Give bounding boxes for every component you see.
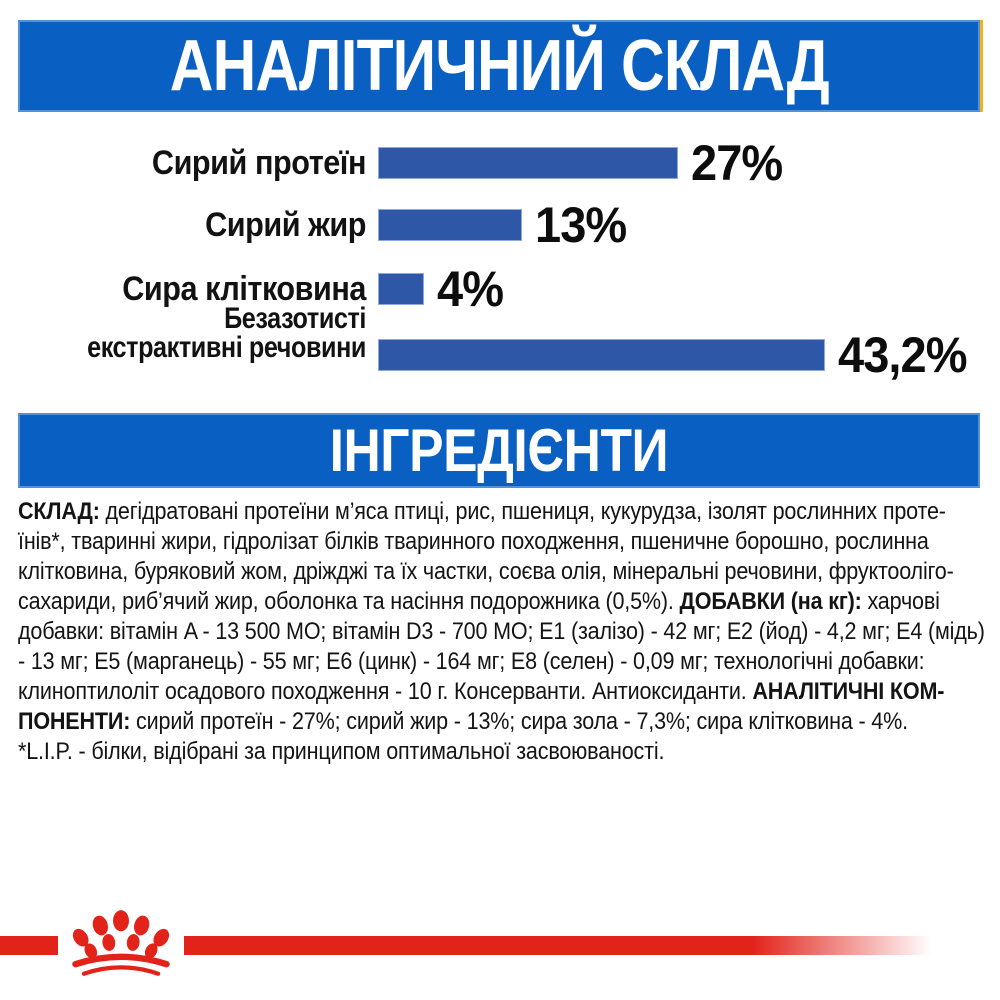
chart-bar-value: 4% — [437, 261, 504, 317]
ingredients-title: ІНГРЕДІЄНТИ — [329, 417, 669, 484]
chart-label: Сирий жир — [205, 205, 366, 244]
ingredient-line: СКЛАД: дегідратовані протеїни м’яса птиц… — [18, 498, 946, 525]
ingredients-text-block: СКЛАД: дегідратовані протеїни м’яса птиц… — [18, 497, 993, 767]
ingredient-line: клітковина, буряковий жом, дріжджі та їх… — [18, 558, 954, 585]
analytical-composition-banner: АНАЛІТИЧНИЙ СКЛАД — [18, 20, 980, 112]
ingredient-line: *L.I.P. - білки, відібрані за принципом … — [18, 738, 665, 765]
chart-bar-value: 43,2% — [838, 327, 968, 383]
chart-row-crude-fat: Сирий жир 13% — [0, 197, 1000, 253]
chart-bar-value: 13% — [535, 197, 627, 253]
chart-bar — [378, 273, 424, 305]
chart-bar — [378, 147, 678, 179]
chart-bar-value: 27% — [691, 135, 783, 191]
chart-label: Безазотисті екстрактивні речовини — [87, 302, 366, 364]
chart-row-crude-fiber: Сира клітковина 4% — [0, 261, 1000, 317]
footer-stripe-left-segment — [0, 936, 58, 955]
ingredient-line: ПОНЕНТИ: сирий протеїн - 27%; сирий жир … — [18, 708, 908, 735]
chart-bar — [378, 209, 522, 241]
ingredients-banner: ІНГРЕДІЄНТИ — [18, 413, 980, 488]
ingredient-line: сахариди, риб’ячий жир, оболонка та насі… — [18, 588, 940, 615]
ingredient-line: їнів*, тваринні жири, гідролізат білків … — [18, 528, 929, 555]
chart-label: Сира клітковина — [122, 269, 367, 308]
chart-label: Сирий протеїн — [151, 143, 367, 182]
chart-bar — [378, 339, 825, 371]
banner-edge-accent-line — [980, 20, 983, 112]
footer-stripe-right-segment — [184, 936, 932, 955]
crown-paw-logo-icon — [72, 910, 170, 976]
ingredient-line: клиноптилоліт осадового походження - 10 … — [18, 678, 945, 705]
chart-row-crude-protein: Сирий протеїн 27% — [0, 135, 1000, 191]
ingredient-line: - 13 мг; E5 (марганець) - 55 мг; E6 (цин… — [18, 648, 925, 675]
ingredient-line: добавки: вітамін A - 13 500 МО; вітамін … — [18, 618, 985, 645]
analytical-composition-title: АНАЛІТИЧНИЙ СКЛАД — [169, 26, 829, 106]
chart-row-nitrogen-free-extract: Безазотисті екстрактивні речовини 43,2% — [0, 304, 1000, 384]
